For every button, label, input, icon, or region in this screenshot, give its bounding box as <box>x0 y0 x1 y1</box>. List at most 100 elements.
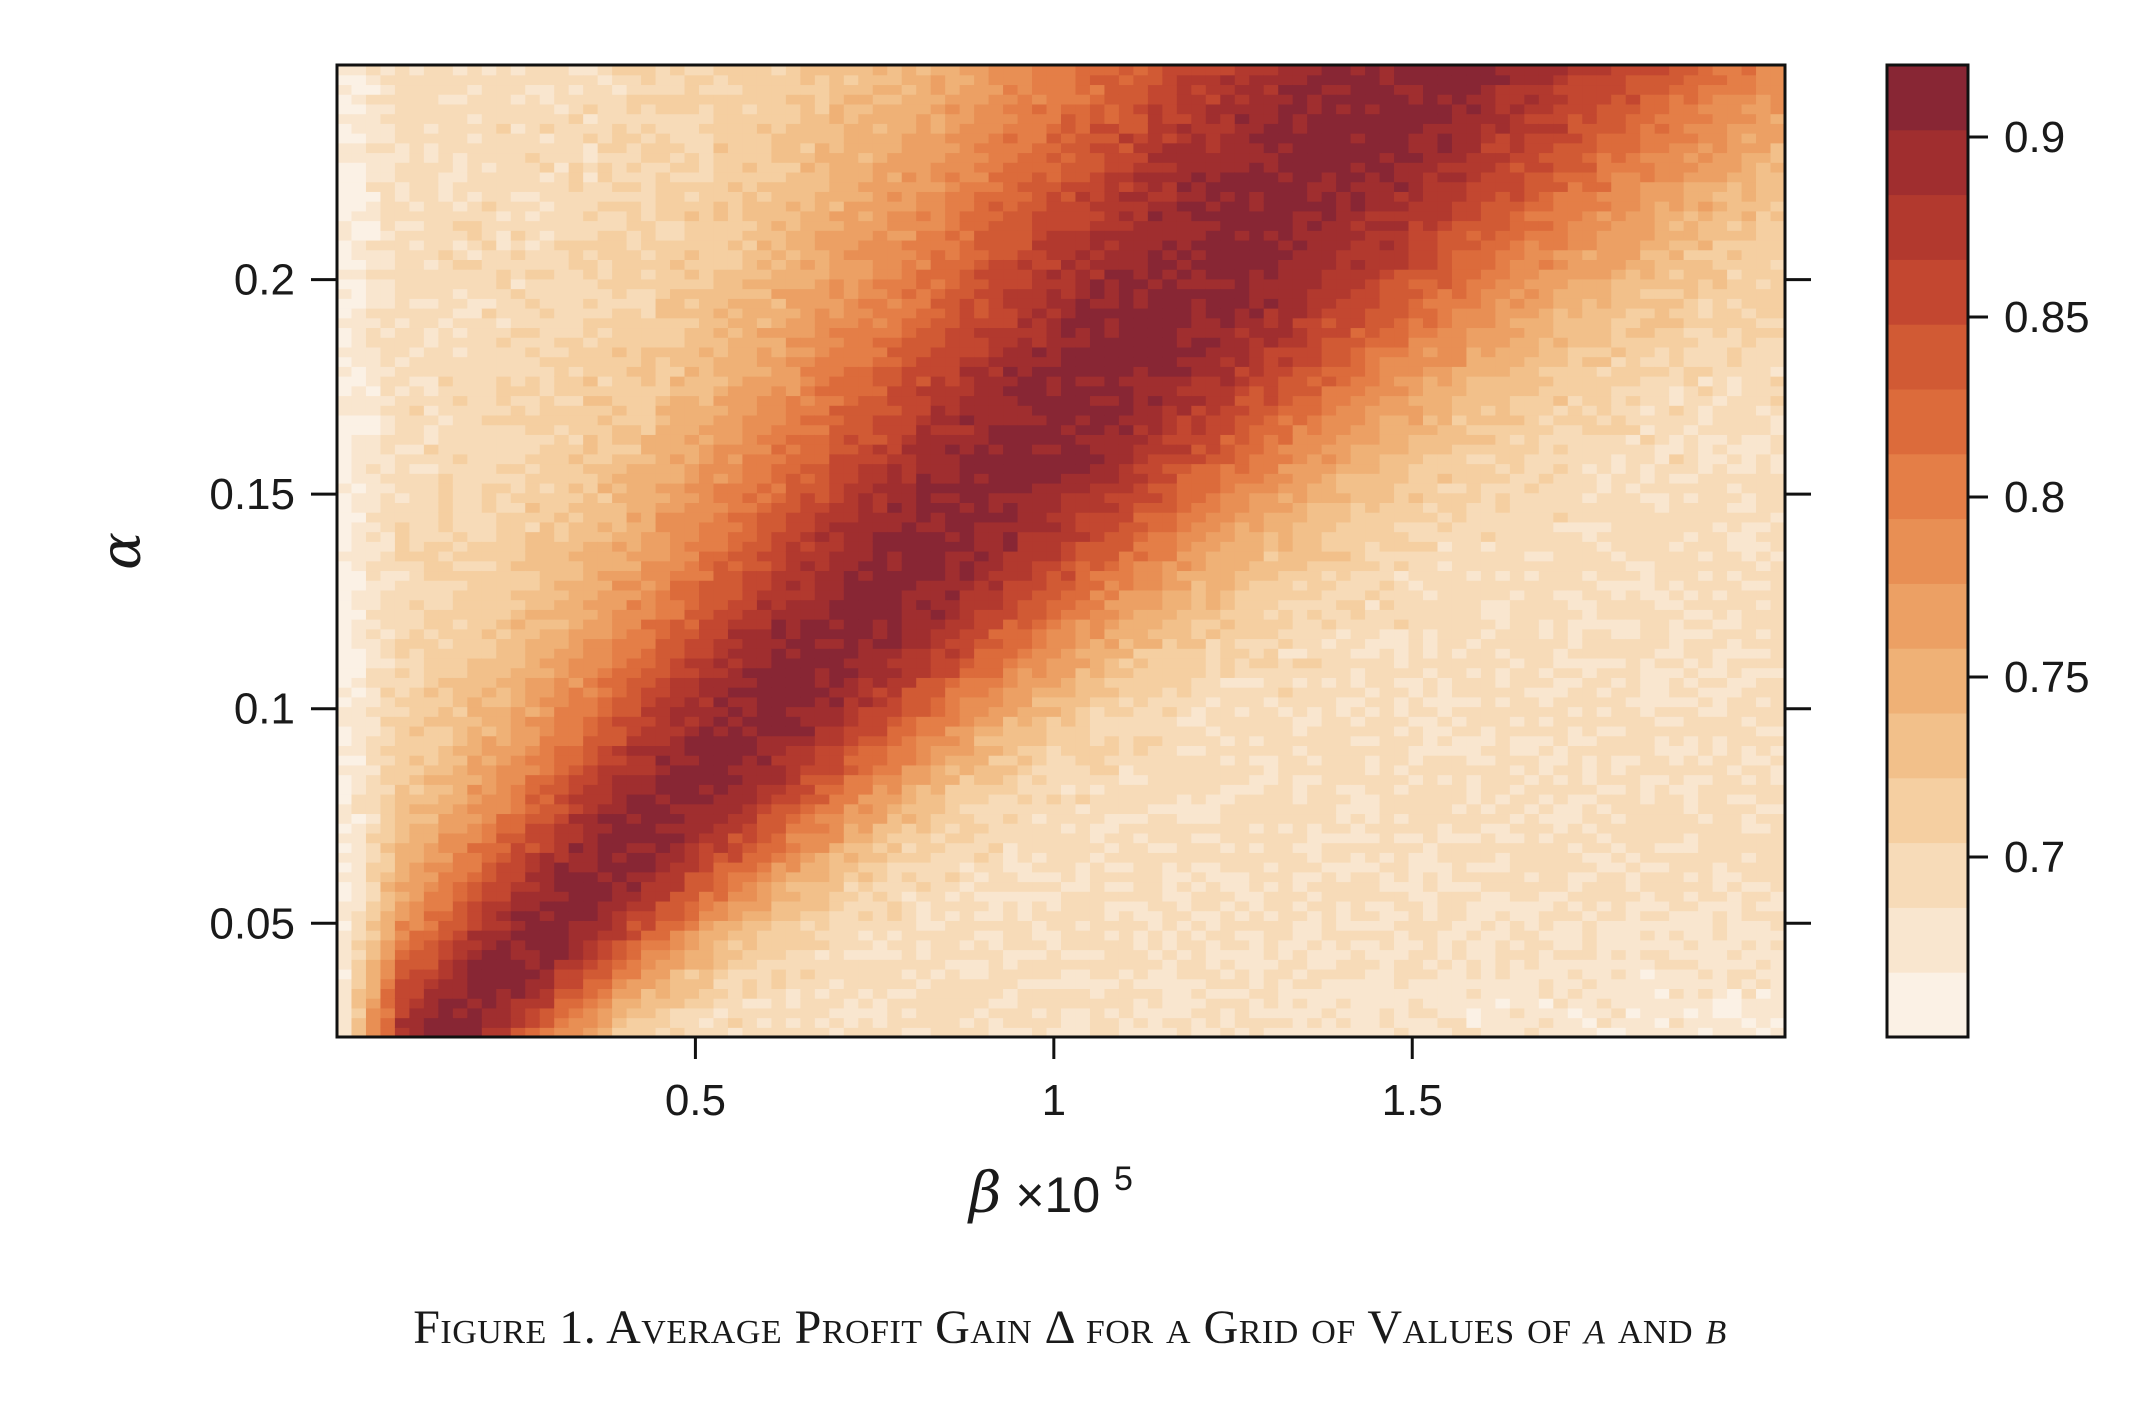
heatmap-cell <box>945 862 961 873</box>
heatmap-cell <box>539 463 555 474</box>
heatmap-cell <box>554 123 570 134</box>
heatmap-cell <box>670 687 686 698</box>
heatmap-cell <box>365 1017 382 1028</box>
heatmap-cell <box>539 628 555 640</box>
heatmap-cell <box>337 599 353 610</box>
heatmap-cell <box>771 968 787 980</box>
heatmap-cell <box>727 813 744 824</box>
heatmap-cell <box>481 492 497 503</box>
heatmap-cell <box>713 745 729 756</box>
heatmap-cell <box>641 551 657 562</box>
heatmap-cell <box>452 755 468 766</box>
heatmap-cell <box>916 939 932 951</box>
heatmap-cell <box>554 317 570 329</box>
heatmap-cell <box>365 463 382 474</box>
heatmap-cell <box>467 832 483 844</box>
heatmap-cell <box>930 288 946 299</box>
heatmap-cell <box>785 657 801 669</box>
heatmap-cell <box>452 881 468 892</box>
heatmap-cell <box>496 803 512 815</box>
heatmap-cell <box>365 424 382 435</box>
heatmap-cell <box>1046 482 1062 494</box>
heatmap-cell <box>901 171 917 183</box>
heatmap-cell <box>843 959 859 970</box>
heatmap-cell <box>843 521 859 533</box>
heatmap-cell <box>843 930 859 941</box>
heatmap-cell <box>670 142 686 154</box>
heatmap-cell <box>945 560 961 572</box>
heatmap-cell <box>337 784 353 795</box>
heatmap-cell <box>612 968 628 980</box>
heatmap-cell <box>641 628 657 640</box>
heatmap-cell <box>597 842 613 853</box>
heatmap-cell <box>337 395 353 406</box>
heatmap-cell <box>756 998 772 1009</box>
heatmap-cell <box>351 803 367 815</box>
heatmap-cell <box>1032 123 1048 134</box>
heatmap-cell <box>901 784 917 795</box>
heatmap-cell <box>916 376 932 387</box>
heatmap-cell <box>394 988 410 999</box>
heatmap-cell <box>901 978 917 989</box>
heatmap-cell <box>1032 609 1048 620</box>
heatmap-cell <box>916 482 932 494</box>
heatmap-cell <box>496 220 512 231</box>
heatmap-cell <box>945 755 961 766</box>
heatmap-cell <box>626 609 642 620</box>
heatmap-cell <box>959 356 975 367</box>
heatmap-cell <box>626 463 642 474</box>
heatmap-cell <box>612 249 628 260</box>
heatmap-cell <box>959 968 975 980</box>
heatmap-cell <box>959 308 975 319</box>
heatmap-cell <box>843 1027 859 1038</box>
heatmap-cell <box>539 1017 555 1028</box>
heatmap-cell <box>1003 959 1019 970</box>
heatmap-cell <box>337 337 353 348</box>
heatmap-cell <box>597 930 613 941</box>
heatmap-cell <box>554 998 570 1009</box>
heatmap-cell <box>510 988 526 999</box>
heatmap-cell <box>423 677 439 688</box>
heatmap-cell <box>858 434 874 445</box>
heatmap-cell <box>699 764 715 776</box>
heatmap-cell <box>872 337 888 348</box>
heatmap-cell <box>351 482 367 494</box>
heatmap-cell <box>380 803 396 815</box>
heatmap-cell <box>670 366 686 377</box>
heatmap-cell <box>945 910 961 921</box>
heatmap-cell <box>872 823 888 834</box>
heatmap-cell <box>655 968 671 980</box>
heatmap-cell <box>684 696 700 708</box>
heatmap-cell <box>742 482 758 494</box>
heatmap-cell <box>351 405 367 416</box>
heatmap-cell <box>394 133 410 144</box>
heatmap-cell <box>988 696 1004 708</box>
heatmap-cell <box>756 900 772 912</box>
heatmap-cell <box>1046 648 1062 659</box>
heatmap-cell <box>785 988 801 999</box>
heatmap-cell <box>409 94 425 105</box>
heatmap-cell <box>423 570 439 581</box>
heatmap-cell <box>380 745 396 756</box>
heatmap-cell <box>525 764 541 776</box>
heatmap-cell <box>713 103 729 115</box>
heatmap-cell <box>423 784 439 795</box>
heatmap-cell <box>858 570 874 581</box>
heatmap-cell <box>380 910 396 921</box>
heatmap-cell <box>554 308 570 319</box>
heatmap-cell <box>481 735 497 746</box>
heatmap-cell <box>452 988 468 999</box>
heatmap-cell <box>380 482 396 494</box>
heatmap-cell <box>1046 181 1062 192</box>
heatmap-cell <box>583 171 599 183</box>
heatmap-cell <box>597 988 613 999</box>
heatmap-cell <box>597 356 613 367</box>
heatmap-cell <box>481 813 497 824</box>
heatmap-cell <box>337 181 353 192</box>
heatmap-cell <box>365 823 382 834</box>
heatmap-cell <box>337 871 353 883</box>
heatmap-cell <box>814 65 830 76</box>
heatmap-cell <box>901 142 917 154</box>
heatmap-cell <box>525 346 541 358</box>
heatmap-cell <box>887 735 903 746</box>
